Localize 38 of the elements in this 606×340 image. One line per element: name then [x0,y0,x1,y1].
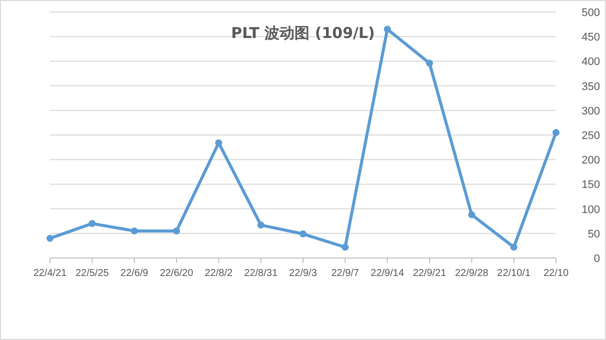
x-tick-label: 22/10/1 [497,268,531,279]
y-tick-label: 150 [582,179,600,192]
y-tick-label: 450 [582,32,600,44]
y-tick-label: 400 [582,56,600,68]
point [342,244,349,251]
text: PLT 波动图 (109/L) [231,24,375,42]
x-tick-label: 22/9/3 [289,268,318,279]
point [552,129,560,136]
point [510,244,518,251]
x-tick-label: 22/9/14 [370,268,404,279]
point [426,60,433,67]
point [257,222,264,229]
x-tick-label: 22/9/7 [331,268,360,279]
point [130,227,138,234]
x-tick-label: 22/4/21 [33,268,68,279]
x-tick-label: 22/5/25 [75,268,110,279]
y-tick-label: 350 [582,80,600,93]
point [46,234,54,242]
x-tick-label: 22/6/9 [120,268,149,279]
x-tick-label: 22/10 [543,268,569,279]
x-tick-label: 22/6/20 [160,268,194,279]
y-tick-label: 250 [582,130,600,142]
y-tick-label: 200 [582,154,600,167]
y-tick-label: 500 [582,7,600,19]
y-tick-label: 300 [582,105,600,118]
y-tick-label: 50 [588,228,600,240]
x-tick-label: 22/8/31 [244,268,278,279]
point [173,227,180,234]
point [88,220,96,228]
point [215,139,222,146]
y-tick-label: 0 [594,253,600,265]
x-tick-label: 22/8/2 [204,268,233,279]
x-tick-label: 22/9/28 [454,268,489,279]
point [468,211,476,218]
x-tick-label: 22/9/21 [412,268,447,279]
point [384,26,391,33]
point [300,230,306,238]
y-tick-label: 100 [582,204,600,216]
